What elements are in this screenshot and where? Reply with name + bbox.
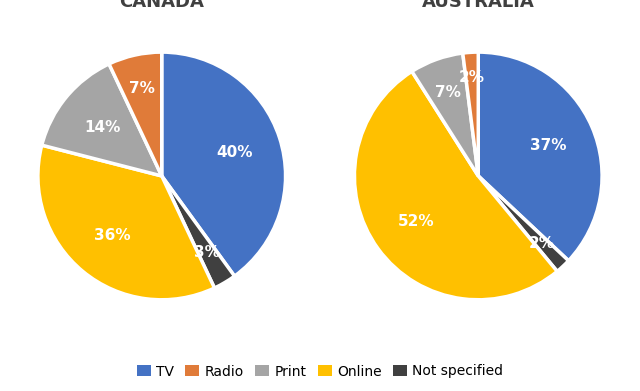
- Wedge shape: [38, 145, 214, 300]
- Wedge shape: [463, 52, 478, 176]
- Text: 40%: 40%: [216, 145, 253, 160]
- Wedge shape: [478, 52, 602, 261]
- Wedge shape: [355, 72, 557, 300]
- Wedge shape: [162, 176, 234, 288]
- Title: CANADA: CANADA: [119, 0, 204, 11]
- Text: 52%: 52%: [398, 213, 435, 229]
- Text: 7%: 7%: [435, 84, 461, 100]
- Text: 3%: 3%: [194, 245, 220, 260]
- Wedge shape: [162, 52, 285, 276]
- Title: AUSTRALIA: AUSTRALIA: [422, 0, 534, 11]
- Text: 2%: 2%: [529, 236, 555, 251]
- Wedge shape: [478, 176, 568, 271]
- Text: 14%: 14%: [84, 120, 121, 135]
- Text: 7%: 7%: [129, 81, 156, 97]
- Text: 2%: 2%: [459, 70, 485, 84]
- Wedge shape: [412, 53, 478, 176]
- Text: 36%: 36%: [95, 228, 131, 242]
- Text: 37%: 37%: [531, 138, 567, 153]
- Legend: TV, Radio, Print, Online, Not specified: TV, Radio, Print, Online, Not specified: [131, 359, 509, 384]
- Wedge shape: [109, 52, 162, 176]
- Wedge shape: [42, 64, 162, 176]
